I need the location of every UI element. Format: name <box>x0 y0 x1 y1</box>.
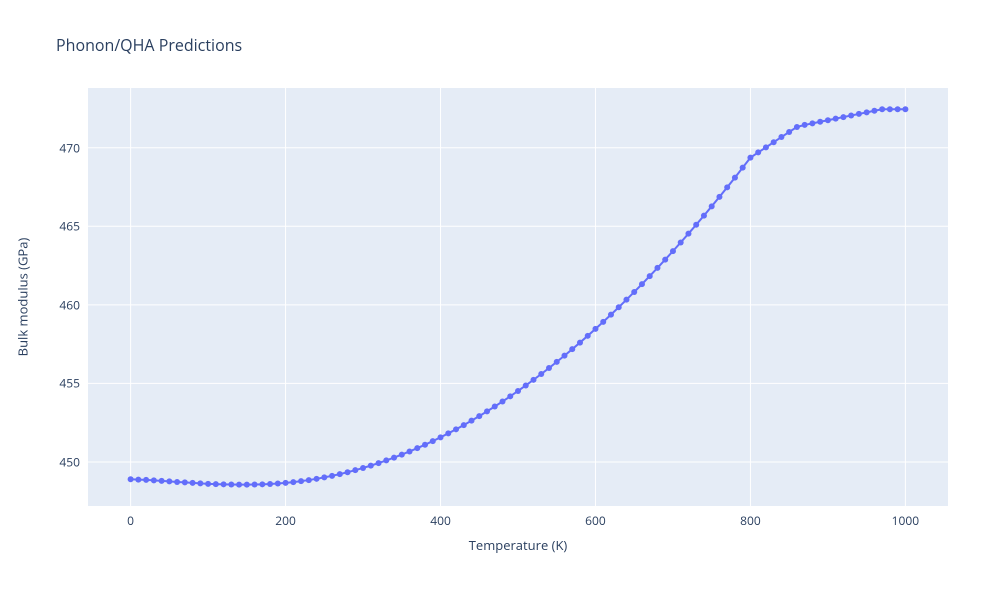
x-tick-label: 200 <box>275 512 296 529</box>
x-axis-label: Temperature (K) <box>469 536 568 554</box>
y-tick-label: 450 <box>59 454 80 471</box>
x-tick-label: 1000 <box>892 512 919 529</box>
x-tick-label: 600 <box>585 512 606 529</box>
y-axis-label: Bulk modulus (GPa) <box>13 238 31 357</box>
x-tick-label: 800 <box>740 512 761 529</box>
x-tick-label: 400 <box>430 512 451 529</box>
chart-title: Phonon/QHA Predictions <box>56 34 242 56</box>
y-tick-label: 460 <box>59 296 80 313</box>
x-tick-label: 0 <box>127 512 134 529</box>
y-tick-label: 470 <box>59 139 80 156</box>
y-tick-label: 455 <box>59 375 80 392</box>
chart-plot[interactable] <box>88 88 948 506</box>
y-tick-label: 465 <box>59 218 80 235</box>
